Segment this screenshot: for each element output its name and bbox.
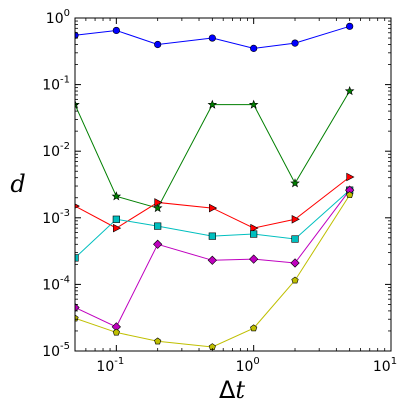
series-3-point	[154, 198, 163, 207]
series-2-line	[75, 90, 351, 209]
x-tick-label: 10-1	[96, 356, 124, 375]
x-tick-label-base: 10	[236, 359, 254, 375]
y-tick-label-exponent: -1	[60, 75, 70, 86]
series-6-point	[346, 191, 354, 199]
series-3-point	[75, 203, 80, 209]
series-3	[75, 172, 355, 233]
series-3-point	[209, 203, 218, 213]
y-tick-label-base: 10	[42, 277, 60, 293]
y-tick-label-exponent: -5	[60, 341, 70, 352]
y-axis-title: d	[10, 170, 25, 198]
series-3-point	[346, 172, 355, 182]
series-2	[75, 86, 355, 213]
series-6-point	[154, 337, 162, 345]
series-4-point	[291, 235, 299, 243]
series-4-point	[208, 232, 216, 240]
series-1-point	[346, 22, 354, 30]
series-2-point	[152, 203, 163, 213]
x-axis-title: Δt	[219, 376, 245, 404]
series-4-point	[250, 230, 258, 238]
plot-area	[75, 22, 355, 351]
x-tick-label-base: 10	[373, 359, 391, 375]
y-tick-label: 10-3	[42, 208, 70, 227]
y-tick-label-exponent: -4	[60, 274, 70, 285]
x-tick-label-exponent: 0	[253, 356, 259, 367]
x-tick-label: 101	[373, 356, 397, 375]
x-tick-label-base: 10	[96, 359, 114, 375]
y-tick-label-base: 10	[42, 344, 60, 360]
series-4-point	[112, 215, 120, 223]
series-5	[75, 185, 355, 332]
series-6-point	[291, 276, 299, 284]
series-2-point	[290, 178, 300, 188]
y-tick-label-base: 10	[42, 211, 60, 227]
series-1	[75, 22, 354, 52]
series-5-point	[207, 255, 217, 265]
series-6-point	[250, 324, 258, 332]
y-tick-label: 10-5	[42, 341, 70, 360]
series-4-line	[75, 189, 350, 259]
series-2-point	[248, 99, 259, 109]
series-4-point	[75, 254, 79, 262]
series-3-point	[250, 223, 259, 233]
y-tick-label-exponent: -3	[60, 208, 70, 219]
series-2-point	[344, 86, 355, 96]
series-2-point	[111, 191, 122, 201]
series-5-point	[249, 254, 259, 264]
series-4	[75, 186, 354, 262]
series-6-point	[112, 328, 120, 336]
y-tick-label-base: 10	[42, 78, 60, 94]
series-1-point	[208, 34, 216, 42]
series-5-point	[290, 258, 300, 268]
y-tick-label-base: 10	[42, 144, 60, 160]
series-1-point	[112, 26, 120, 35]
x-axis-title-delta: Δ	[219, 376, 236, 404]
plot-frame	[74, 17, 392, 352]
series-2-point	[207, 99, 218, 109]
series-6	[75, 191, 354, 351]
series-5-point	[75, 302, 80, 313]
x-axis-title-var: t	[235, 376, 245, 404]
y-tick-label-exponent: -2	[60, 141, 70, 152]
y-tick-label: 10-1	[42, 75, 70, 94]
plot-content	[75, 22, 355, 351]
y-tick-label-exponent: 0	[64, 8, 70, 19]
series-1-point	[291, 39, 299, 47]
y-tick-label: 100	[46, 8, 70, 27]
x-tick-label: 100	[236, 356, 260, 375]
series-1-point	[75, 31, 79, 39]
y-tick-label: 10-4	[42, 274, 70, 293]
series-3-point	[113, 223, 122, 233]
x-tick-label-exponent: -1	[114, 356, 124, 367]
y-tick-label: 10-2	[42, 141, 70, 160]
series-1-point	[154, 40, 162, 49]
series-5-point	[153, 239, 163, 249]
series-1-point	[250, 44, 258, 52]
series-4-point	[154, 222, 162, 230]
x-tick-label-exponent: 1	[391, 356, 397, 367]
y-tick-label-base: 10	[46, 11, 64, 27]
series-3-point	[291, 214, 300, 224]
